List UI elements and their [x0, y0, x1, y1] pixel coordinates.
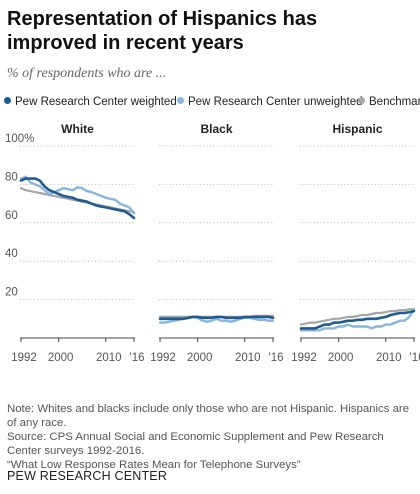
x-tick-label-black-2: 2010	[235, 352, 261, 364]
x-tick-label-white-2: 2010	[96, 352, 122, 364]
series-line-white-pew-research-center-weighted	[19, 177, 136, 220]
note-text: Note: Whites and blacks include only tho…	[7, 403, 410, 429]
footer-credit: PEW RESEARCH CENTER	[7, 469, 168, 483]
x-tick-label-hispanic-3: '16	[410, 352, 420, 364]
x-tick-label-white-1: 2000	[48, 352, 74, 364]
legend-dot-benchmark	[358, 97, 365, 104]
chart-title: Representation of Hispanics has improved…	[7, 8, 318, 54]
x-tick-label-black-3: '16	[269, 352, 284, 364]
x-tick-label-black-0: 1992	[150, 352, 176, 364]
x-tick-label-white-0: 1992	[11, 352, 37, 364]
x-tick-label-black-1: 2000	[187, 352, 213, 364]
series-line-hispanic-benchmark	[299, 308, 416, 326]
legend: Pew Research Center weighted Pew Researc…	[0, 94, 420, 114]
x-tick-label-hispanic-1: 2000	[328, 352, 354, 364]
x-tick-label-hispanic-2: 2010	[376, 352, 402, 364]
legend-label-benchmark: Benchmark	[369, 96, 420, 108]
panel-title-black: Black	[200, 122, 232, 136]
panel-title-hispanic: Hispanic	[332, 122, 382, 136]
series-line-white-pew-research-center-unweighted	[19, 175, 136, 215]
y-tick-label-60: 60	[5, 210, 18, 222]
panel-title-white: White	[61, 122, 94, 136]
notes: Note: Whites and blacks include only tho…	[7, 402, 413, 472]
legend-item-benchmark: Benchmark	[358, 96, 420, 108]
legend-dot-unweighted	[177, 97, 184, 104]
legend-item-weighted: Pew Research Center weighted	[4, 96, 177, 108]
y-tick-label-100: 100%	[5, 133, 34, 145]
legend-label-unweighted: Pew Research Center unweighted	[188, 96, 363, 108]
x-tick-label-hispanic-0: 1992	[291, 352, 317, 364]
legend-item-unweighted: Pew Research Center unweighted	[177, 96, 363, 108]
report-title: “What Low Response Rates Mean for Teleph…	[7, 459, 301, 471]
y-tick-label-40: 40	[5, 248, 18, 260]
series-line-hispanic-pew-research-center-weighted	[299, 309, 416, 330]
legend-label-weighted: Pew Research Center weighted	[15, 96, 177, 108]
series-line-black-pew-research-center-weighted	[158, 315, 275, 321]
legend-dot-weighted	[4, 97, 11, 104]
series-line-hispanic-pew-research-center-unweighted	[299, 308, 416, 332]
x-tick-label-white-3: '16	[130, 352, 145, 364]
y-tick-label-20: 20	[5, 287, 18, 299]
source-text: Source: CPS Annual Social and Economic S…	[7, 431, 384, 457]
y-tick-label-80: 80	[5, 171, 18, 183]
chart-subtitle: % of respondents who are ...	[7, 66, 167, 81]
